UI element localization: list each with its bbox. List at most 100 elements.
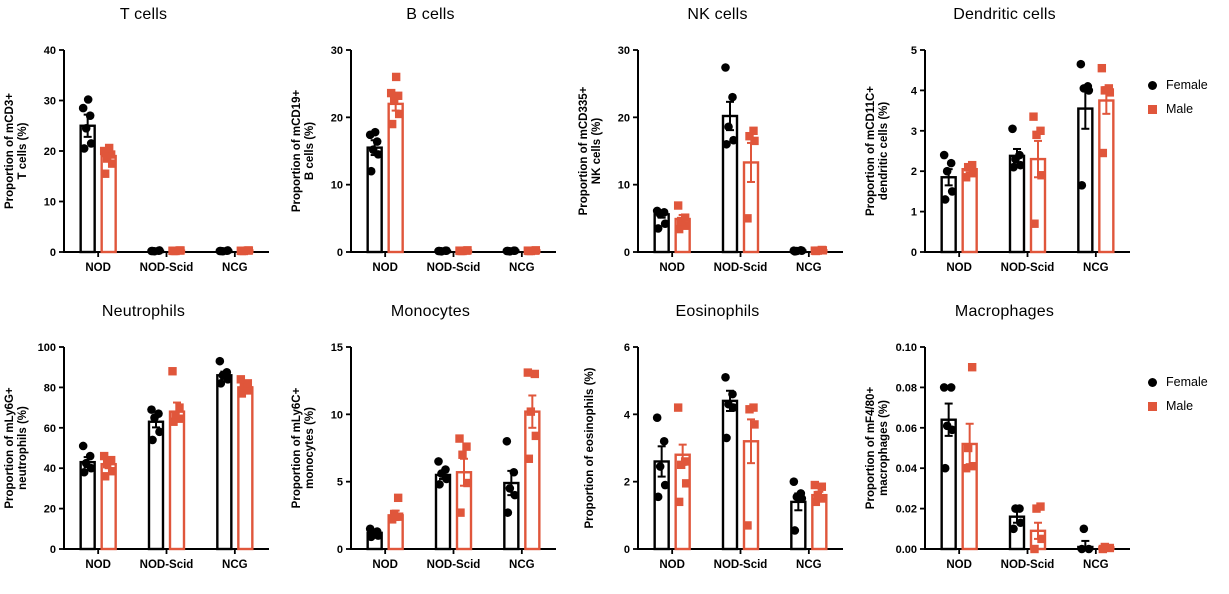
data-point-male <box>171 410 180 419</box>
y-tick-label: 0.08 <box>896 382 917 394</box>
data-point-female <box>939 150 949 160</box>
data-point-male <box>810 480 820 490</box>
data-point-male <box>673 201 683 210</box>
data-point-male <box>1036 502 1045 511</box>
data-point-male <box>389 509 399 519</box>
legend-item-male: Male <box>1148 102 1229 116</box>
data-point-male <box>968 169 978 178</box>
y-tick-label: 0 <box>624 544 630 556</box>
data-point-male <box>530 369 540 379</box>
data-point-male <box>387 119 397 129</box>
data-point-female <box>366 166 376 176</box>
nk-cells-chart: 0 10 20 30 Proportion of mCD335+ NK cells (%)… <box>578 45 843 274</box>
data-point-male <box>968 461 978 471</box>
data-point-male <box>1037 171 1046 180</box>
data-point-female <box>372 527 382 536</box>
data-point-male <box>674 497 684 507</box>
data-point-female <box>1083 82 1093 91</box>
data-point-female <box>434 246 443 256</box>
data-point-female <box>722 433 731 443</box>
nk-cells-title: NK cells <box>687 6 748 23</box>
data-point-male <box>458 450 467 459</box>
data-point-male <box>394 109 404 119</box>
data-point-male <box>244 386 254 395</box>
data-point-female <box>147 246 156 256</box>
y-axis-title: B cells (%) <box>304 122 316 180</box>
x-category-label: NCG <box>796 262 822 274</box>
data-point-male <box>1037 534 1046 544</box>
y-tick-label: 1 <box>911 207 917 219</box>
data-point-male <box>175 246 184 255</box>
data-point-female <box>939 383 949 392</box>
data-point-male <box>750 136 759 146</box>
data-point-female <box>660 480 670 490</box>
data-point-female <box>222 367 232 377</box>
data-point-female <box>728 92 737 102</box>
y-axis-title: T cells (%) <box>17 122 29 179</box>
data-point-male <box>750 420 759 429</box>
data-point-female <box>1009 524 1018 534</box>
data-point-female <box>222 246 232 256</box>
x-category-label: NOD <box>946 559 972 571</box>
data-point-male <box>168 367 177 376</box>
data-point-female <box>147 405 156 414</box>
data-point-male <box>391 72 401 82</box>
x-category-label: NCG <box>222 262 248 274</box>
data-point-female <box>659 207 669 217</box>
data-point-female <box>441 465 450 474</box>
x-category-label: NOD-Scid <box>427 559 481 571</box>
data-point-male <box>743 214 752 223</box>
data-point-male <box>673 403 683 412</box>
data-point-female <box>81 458 91 468</box>
monocytes-title: Monocytes <box>390 303 471 320</box>
legend-bottom: Female Male <box>1148 297 1229 594</box>
data-point-female <box>154 246 163 256</box>
data-point-male <box>168 246 177 255</box>
data-point-female <box>1015 504 1024 513</box>
data-point-female <box>942 166 952 176</box>
data-point-female <box>86 139 96 148</box>
b-cells-chart: 0 10 20 30 Proportion of mCD19+ B cells (%) NO… <box>291 45 556 274</box>
data-point-female <box>724 399 733 409</box>
data-point-male <box>237 389 247 398</box>
x-category-label: NOD-Scid <box>427 262 481 274</box>
data-point-male <box>106 455 116 465</box>
data-point-female <box>652 413 662 422</box>
data-point-male <box>1030 544 1039 554</box>
y-tick-label: 0 <box>337 544 343 556</box>
data-point-female <box>442 474 451 484</box>
x-category-label: NCG <box>1083 559 1109 571</box>
y-tick-label: 20 <box>44 146 56 158</box>
data-point-female <box>148 435 157 445</box>
data-point-female <box>510 490 520 500</box>
data-point-male <box>387 515 397 524</box>
panel-macrophages: Macrophages 0.00 0.02 0.04 0.06 0.08 0.10 Prop… <box>861 297 1148 594</box>
data-point-male <box>680 213 690 222</box>
legend-top: Female Male <box>1148 0 1229 297</box>
data-point-male <box>99 146 109 156</box>
data-point-female <box>370 127 380 137</box>
eosinophils-chart: 0 2 4 6 Proportion of eosinophils (%) NOD NOD-… <box>584 342 843 571</box>
dendritic-cells-title: Dendritic cells <box>953 6 1056 23</box>
data-point-male <box>749 403 758 412</box>
x-category-label: NCG <box>509 559 535 571</box>
data-point-female <box>790 526 800 535</box>
data-point-female <box>940 195 950 204</box>
data-point-female <box>435 480 444 489</box>
data-point-male <box>743 521 752 530</box>
data-point-male <box>1036 126 1045 135</box>
bar-male-ncg <box>1098 99 1115 254</box>
data-point-female <box>215 246 225 256</box>
y-axis-title: Proportion of eosinophils (%) <box>584 367 596 528</box>
data-point-male <box>817 245 827 255</box>
data-point-female <box>503 508 513 517</box>
y-tick-label: 0.02 <box>896 504 917 516</box>
data-point-male <box>818 494 828 503</box>
legend-item-female: Female <box>1148 78 1229 92</box>
data-point-female <box>155 427 164 437</box>
bar-female-nod-scid <box>721 399 739 551</box>
x-category-label: NOD-Scid <box>714 559 768 571</box>
macrophages-chart: 0.00 0.02 0.04 0.06 0.08 0.10 Proportion of mF… <box>865 342 1130 571</box>
bar-female-ncg <box>1077 107 1094 254</box>
data-point-male <box>810 246 820 255</box>
